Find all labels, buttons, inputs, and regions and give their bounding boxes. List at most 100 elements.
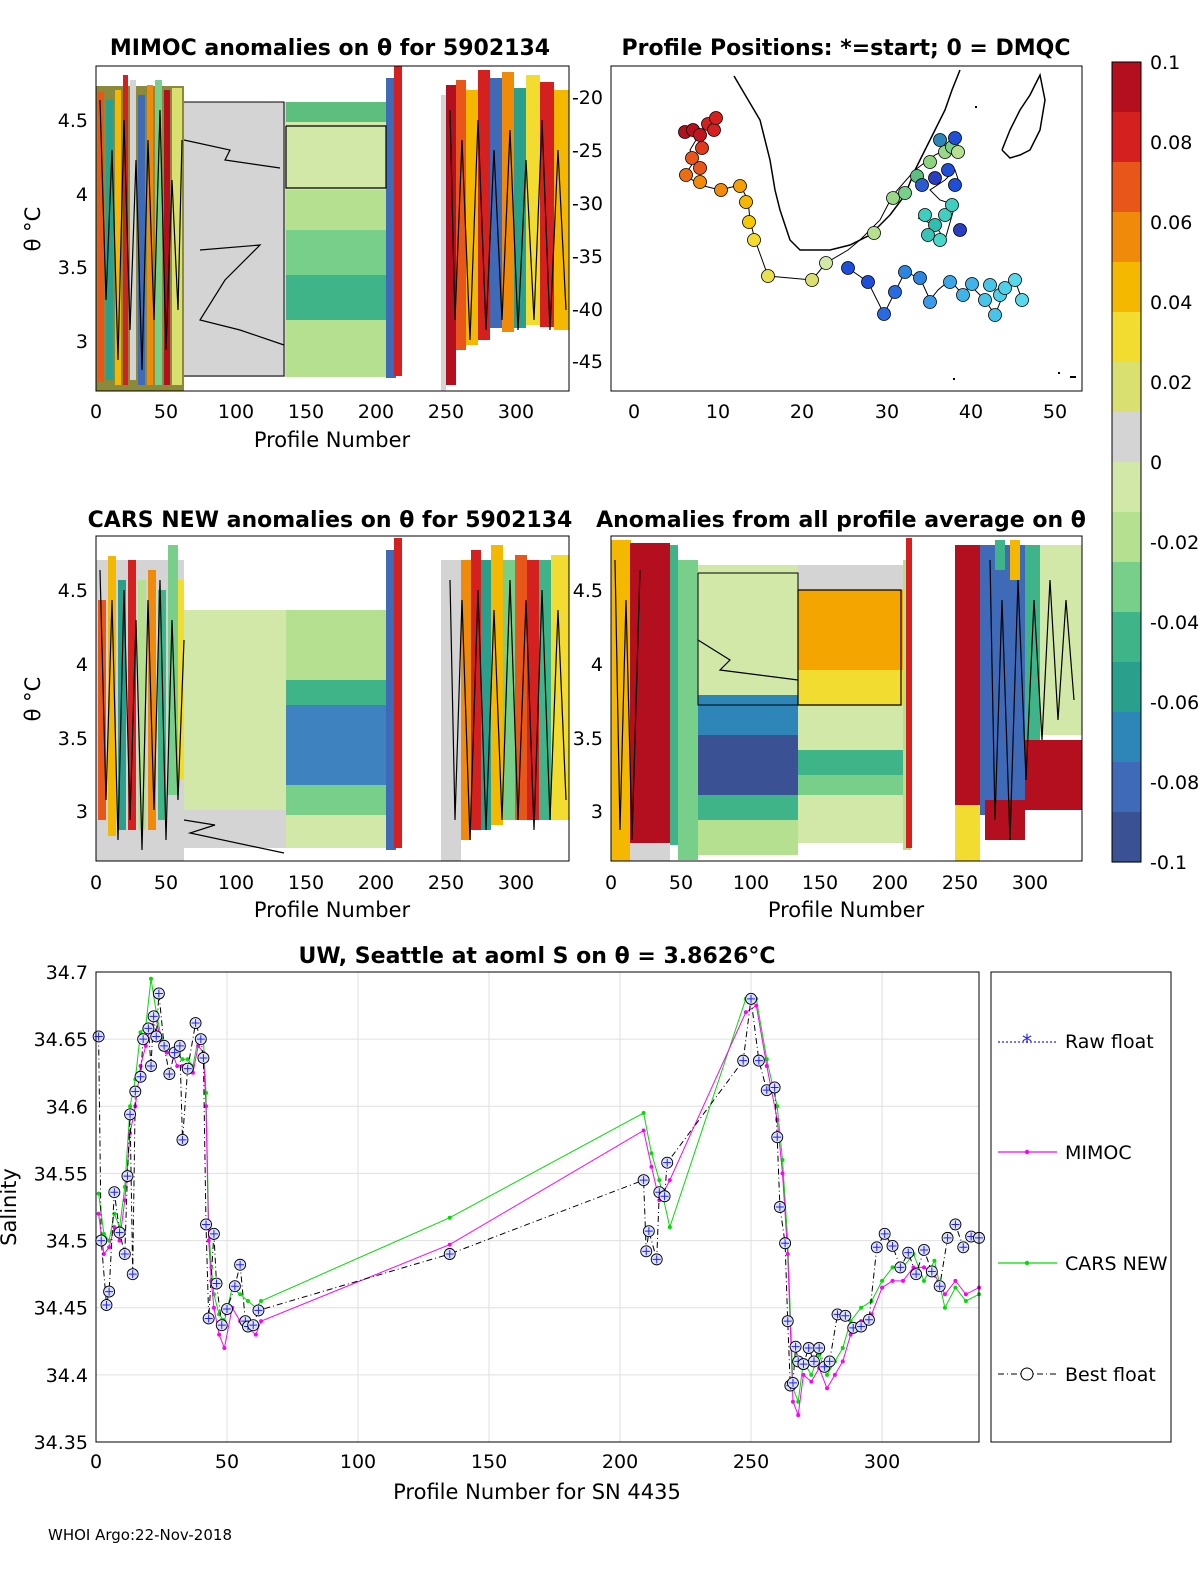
average-heatmap	[611, 538, 1082, 861]
y-tick-label: 34.65	[34, 1029, 88, 1051]
mimoc-point	[101, 1252, 106, 1256]
mimoc-point	[222, 1346, 227, 1350]
positions-axes-box	[610, 65, 1083, 392]
colorbar-segment	[1112, 562, 1141, 613]
raw-float-point	[788, 1378, 797, 1387]
mimoc-point	[809, 1379, 814, 1384]
raw-float-point	[809, 1357, 818, 1366]
colorbar-segment	[1112, 712, 1141, 763]
profile-positions-panel: Profile Positions: *=start; 0 = DMQC	[572, 36, 1083, 423]
colorbar-segment	[1112, 162, 1141, 213]
y-tick-label: 3	[591, 801, 603, 823]
raw-float-point	[178, 1135, 187, 1144]
raw-float-point	[144, 1024, 153, 1033]
mimoc-point	[743, 1010, 748, 1015]
positions-y-ticks: -20 -25 -30 -35 -40 -45	[572, 87, 603, 373]
salinity-legend: * Raw float MIMOC CARS NEW Best float	[990, 971, 1172, 1443]
cars-new-point	[185, 1057, 190, 1062]
raw-float-point	[888, 1241, 897, 1250]
cars-new-point	[809, 1372, 814, 1377]
raw-float-point	[199, 1053, 208, 1062]
x-tick-label: 200	[358, 872, 394, 894]
x-tick-label: 0	[90, 872, 102, 894]
raw-float-point	[123, 1172, 132, 1181]
positions-title: Profile Positions: *=start; 0 = DMQC	[621, 36, 1070, 61]
mimoc-point	[204, 1104, 209, 1109]
mimoc-heatmap	[96, 66, 569, 391]
mimoc-point	[259, 1319, 264, 1324]
y-tick-label: 4	[76, 654, 88, 676]
y-tick-label: 4	[591, 654, 603, 676]
colorbar-segment	[1112, 262, 1141, 313]
colorbar-tick-label: 0.04	[1150, 292, 1192, 314]
salinity-series	[92, 976, 985, 1418]
colorbar-tick-label: 0.08	[1150, 132, 1192, 154]
cars-axes-box	[95, 535, 570, 862]
cars-y-label: θ °C	[21, 677, 45, 722]
x-tick-label: 300	[1012, 872, 1048, 894]
colorbar-segment	[1112, 512, 1141, 563]
average-x-ticks: 0 50 100 150 200 250 300	[605, 872, 1048, 894]
cars-new-point	[859, 1305, 864, 1310]
mimoc-point	[764, 1064, 769, 1068]
cars-new-point	[796, 1399, 801, 1404]
colorbar-tick-label: 0.1	[1150, 52, 1180, 74]
cars-new-point	[180, 1057, 185, 1062]
mimoc-point	[122, 1198, 127, 1203]
raw-float-point	[642, 1247, 651, 1256]
average-x-label: Profile Number	[768, 898, 925, 922]
cars-new-point	[649, 1151, 654, 1156]
cars-title: CARS NEW anomalies on θ for 5902134	[88, 508, 573, 533]
mimoc-point	[117, 1238, 122, 1243]
mimoc-title: MIMOC anomalies on θ for 5902134	[110, 36, 550, 61]
x-tick-label: 300	[498, 401, 534, 423]
mimoc-point	[921, 1265, 926, 1270]
cars-new-point	[447, 1215, 452, 1220]
legend-label: CARS NEW	[1065, 1253, 1168, 1275]
x-tick-label: 250	[733, 1451, 769, 1473]
raw-float-point	[249, 1321, 258, 1330]
raw-float-point	[212, 1279, 221, 1288]
raw-float-point	[217, 1321, 226, 1330]
colorbar-tick-label: -0.06	[1150, 692, 1199, 714]
y-tick-label: 4.5	[573, 580, 603, 602]
x-tick-label: 0	[628, 401, 640, 423]
y-tick-label: 3.5	[58, 257, 88, 279]
raw-float-point	[775, 1203, 784, 1211]
x-tick-label: 300	[498, 872, 534, 894]
colorbar-tick-label: -0.1	[1150, 852, 1187, 874]
mimoc-point	[217, 1332, 222, 1337]
cars-new-point	[657, 1178, 662, 1183]
x-tick-label: 30	[875, 401, 899, 423]
raw-float-point	[160, 1041, 169, 1050]
x-tick-label: 150	[802, 872, 838, 894]
mimoc-point	[790, 1399, 795, 1404]
cars-new-point	[259, 1299, 264, 1303]
raw-float-point	[236, 1260, 245, 1269]
cars-new-point	[840, 1346, 845, 1350]
raw-float-point	[445, 1250, 454, 1258]
mimoc-x-label: Profile Number	[254, 428, 411, 452]
x-tick-label: 0	[90, 401, 102, 423]
x-tick-label: 100	[340, 1451, 376, 1473]
raw-float-point	[959, 1243, 968, 1252]
raw-float-point	[102, 1301, 111, 1310]
x-tick-label: 0	[90, 1451, 102, 1473]
colorbar-segment	[1112, 362, 1141, 413]
cars-new-point	[128, 1104, 133, 1109]
raw-float-point	[202, 1220, 211, 1229]
y-tick-label: 34.35	[34, 1432, 88, 1454]
y-tick-label: 34.7	[46, 962, 88, 984]
cars-new-point	[245, 1299, 250, 1303]
cars-new-point	[204, 1090, 209, 1095]
cars-new-point	[149, 976, 154, 981]
y-tick-label: 34.5	[46, 1231, 88, 1253]
salinity-panel: UW, Seattle at aoml S on θ = 3.8626°C 0 5…	[0, 944, 985, 1504]
mimoc-point	[901, 1278, 906, 1283]
raw-float-point	[254, 1306, 263, 1315]
raw-float-point	[935, 1282, 944, 1291]
raw-float-point	[639, 1176, 648, 1185]
raw-float-point	[927, 1267, 936, 1276]
raw-float-point	[147, 1062, 156, 1070]
